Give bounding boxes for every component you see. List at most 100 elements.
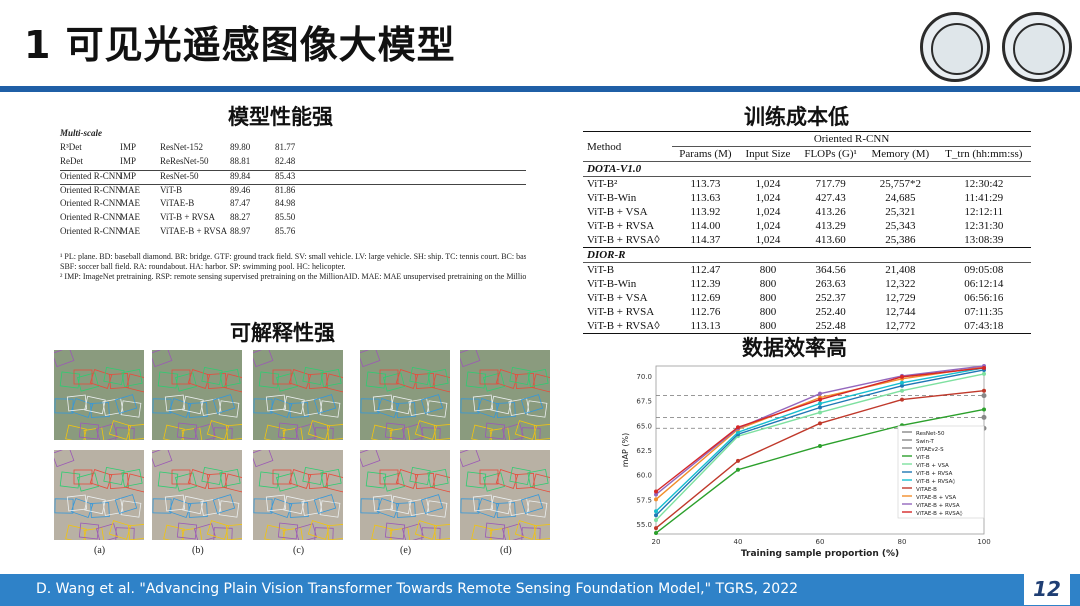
- y-tick-label: 65.0: [636, 422, 652, 430]
- performance-table-cell: IMP: [120, 171, 137, 181]
- cost-table-cell: 112.39: [690, 278, 721, 290]
- data-point: [654, 509, 658, 514]
- x-tick-label: 100: [977, 538, 990, 546]
- data-point: [818, 397, 822, 402]
- x-axis-label: Training sample proportion (%): [741, 549, 899, 559]
- performance-table-cell: 89.46: [230, 185, 251, 195]
- cost-table-cell: 114.37: [690, 234, 721, 246]
- performance-table-row: Oriented R-CNN IMP ResNet-50 89.84 85.43: [60, 170, 526, 184]
- section-title-performance: 模型性能强: [228, 105, 333, 129]
- cost-table-cell: 800: [759, 320, 777, 332]
- performance-table-cell: R³Det: [60, 142, 82, 152]
- grid-caption: (d): [500, 545, 512, 556]
- cost-table-cell: 112.76: [690, 306, 721, 318]
- data-point: [654, 531, 658, 536]
- citation-text: D. Wang et al. "Advancing Plain Vision T…: [36, 581, 799, 597]
- data-point: [982, 371, 986, 376]
- x-tick-label: 40: [734, 538, 743, 546]
- performance-table-cell: MAE: [120, 212, 140, 222]
- performance-table-cell: Oriented R-CNN: [60, 198, 122, 208]
- legend-entry: Swin-T: [916, 439, 934, 445]
- legend-entry: ViT-B + VSA: [916, 463, 949, 469]
- y-tick-label: 70.0: [636, 373, 652, 381]
- legend-entry: ViTAEv2-S: [916, 447, 944, 453]
- cost-table-cell: 427.43: [815, 192, 846, 204]
- cost-table-cell: 12:12:11: [964, 206, 1004, 218]
- aerial-scene-image: [51, 446, 149, 545]
- attention-map-image: [457, 346, 555, 445]
- data-point: [654, 518, 658, 523]
- performance-table-cell: 82.48: [275, 156, 296, 166]
- data-point: [900, 397, 904, 402]
- chart-svg: 55.0 57.5 60.0 62.5 65.0 67.5 70.0 20 40 60 80 100 T…: [621, 364, 991, 559]
- performance-table-cell: 84.98: [275, 198, 296, 208]
- performance-table-cell: ViTAE-B + RVSA: [160, 226, 228, 236]
- cost-table-cell: 113.92: [690, 206, 721, 218]
- page-number: 12: [1024, 573, 1070, 605]
- data-point: [900, 388, 904, 393]
- cost-table-cell: 25,386: [885, 234, 916, 246]
- y-tick-label: 67.5: [636, 398, 652, 406]
- performance-table-cell: IMP: [120, 142, 137, 152]
- lab-logo: [1002, 12, 1072, 82]
- aerial-scene-image: [149, 446, 247, 545]
- cost-table-cell: 07:43:18: [964, 320, 1004, 332]
- data-point: [654, 497, 658, 502]
- attention-map-image: [357, 346, 455, 445]
- cost-table-cell: 1,024: [755, 206, 781, 218]
- cost-table-cell: 06:56:16: [964, 292, 1004, 304]
- cost-table-cell: ViT-B + VSA: [587, 206, 648, 218]
- cost-table-cell: 25,343: [885, 220, 916, 232]
- cost-col-header: Memory (M): [871, 148, 930, 160]
- cost-table-row: ViT-B + RVSA◊ 113.13 800 252.48 12,772 07:43:…: [583, 319, 1031, 334]
- cost-section-label: DIOR-R: [583, 247, 1031, 263]
- cost-method-header: Method: [587, 140, 622, 153]
- performance-table-cell: Oriented R-CNN: [60, 212, 122, 222]
- performance-table-cell: 85.43: [275, 171, 296, 181]
- performance-table-cell: 88.27: [230, 212, 251, 222]
- cost-table-cell: 25,321: [885, 206, 916, 218]
- cost-table-cell: 800: [759, 292, 777, 304]
- cost-table-cell: 12:30:42: [936, 176, 1031, 191]
- cost-col-header: FLOPs (G)¹: [804, 148, 857, 160]
- cost-table-cell: 12,322: [885, 278, 916, 290]
- performance-table-cell: Multi-scale: [60, 128, 102, 138]
- cost-table-cell: ViT-B + VSA: [587, 292, 648, 304]
- cost-table-cell: 1,024: [755, 192, 781, 204]
- performance-table-cell: ReDet: [60, 156, 83, 166]
- legend-entry: ViTAE-B: [916, 487, 937, 493]
- cost-table-cell: 12,772: [885, 320, 916, 332]
- legend-entry: ViT-B + RVSA: [916, 471, 953, 477]
- cost-table-cell: 1,024: [755, 220, 781, 232]
- cost-group-header: Oriented R-CNN: [672, 131, 1031, 147]
- performance-table-row: ReDet IMP ReResNet-50 88.81 82.48: [60, 156, 526, 169]
- attention-map-image: [149, 346, 247, 445]
- performance-table: Multi-scale R³Det IMP ResNet-152 89.80 81.77 R…: [60, 128, 526, 306]
- section-title-interpret: 可解释性强: [230, 321, 335, 345]
- performance-table-cell: ViTAE-B: [160, 198, 195, 208]
- cost-table-cell: ViT-B-Win: [587, 192, 637, 204]
- cost-table-cell: 800: [759, 278, 777, 290]
- cost-section-row: DOTA-V1.0: [583, 161, 1031, 177]
- performance-table-cell: 89.80: [230, 142, 251, 152]
- cost-table-cell: 24,685: [885, 192, 916, 204]
- performance-table-row: Multi-scale: [60, 128, 526, 141]
- data-point: [982, 365, 986, 370]
- performance-table-cell: 81.86: [275, 185, 296, 195]
- attention-map-image: [250, 346, 348, 445]
- cost-table-cell: 113.13: [690, 320, 721, 332]
- data-point: [900, 374, 904, 379]
- data-point: [900, 380, 904, 385]
- cost-table-row: ViT-B-Win 113.63 1,024 427.43 24,685 11:41:29: [583, 191, 1031, 205]
- cost-table-cell: 413.26: [815, 206, 846, 218]
- cost-table-cell: 252.48: [815, 320, 846, 332]
- performance-table-cell: MAE: [120, 198, 140, 208]
- section-title-efficiency: 数据效率高: [742, 336, 847, 360]
- cost-col-header: Input Size: [745, 148, 791, 160]
- y-tick-label: 62.5: [636, 447, 652, 455]
- data-point: [654, 526, 658, 531]
- data-point: [818, 410, 822, 415]
- cost-table-cell: 252.37: [815, 292, 846, 304]
- data-point: [818, 391, 822, 396]
- cost-table-cell: 1,024: [755, 234, 781, 246]
